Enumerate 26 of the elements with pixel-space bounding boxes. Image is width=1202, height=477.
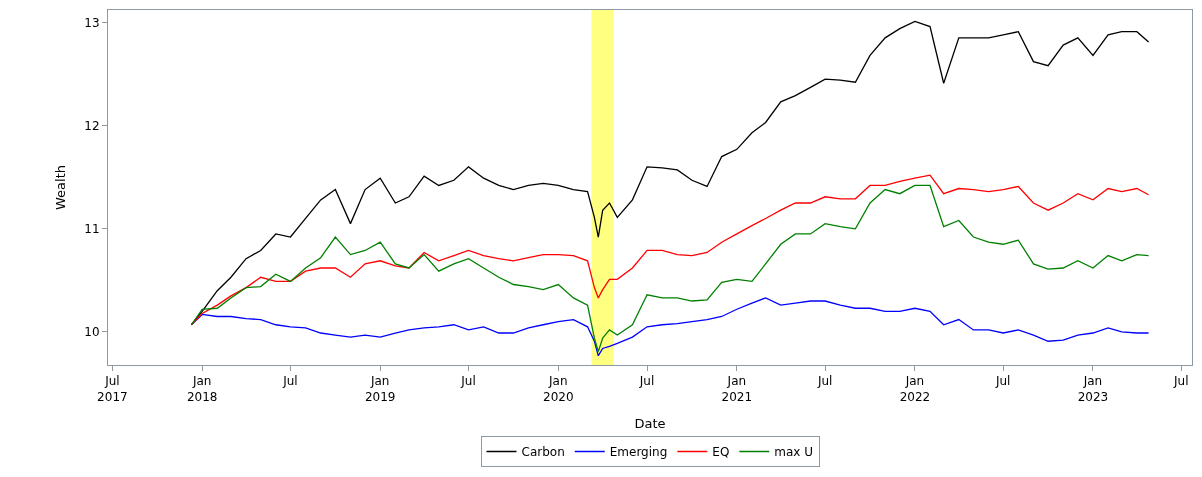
y-axis-title: Wealth [53, 164, 69, 211]
legend-label: max U [774, 445, 814, 460]
line-series [190, 184, 1150, 353]
x-tick-label: Jan 2018 [186, 374, 218, 404]
legend-label: Emerging [609, 445, 668, 460]
x-tick-label: Jul [1173, 374, 1189, 389]
line-series [190, 174, 1150, 326]
x-tick-label: Jan 2019 [364, 374, 396, 404]
x-tick-label: Jul [460, 374, 476, 389]
x-tick-label: Jul [994, 374, 1011, 389]
x-tick-label: Jul 2017 [97, 374, 128, 404]
x-tick-label: Jan 2022 [899, 374, 931, 404]
x-tick-label: Jul [816, 374, 833, 389]
y-tick-label: 11 [84, 221, 100, 236]
y-tick-label: 10 [84, 325, 100, 340]
y-tick-label: 13 [84, 15, 100, 30]
legend-label: Carbon [521, 445, 565, 460]
x-axis-title: Date [634, 415, 666, 431]
x-tick-label: Jul [282, 374, 298, 389]
x-tick-label: Jan 2023 [1077, 374, 1109, 404]
legend-label: EQ [712, 445, 730, 460]
y-tick-label: 12 [84, 118, 100, 133]
line-series [190, 297, 1150, 357]
x-tick-label: Jan 2021 [721, 374, 753, 404]
x-tick-label: Jul [638, 374, 655, 389]
x-tick-label: Jan 2020 [543, 374, 574, 404]
